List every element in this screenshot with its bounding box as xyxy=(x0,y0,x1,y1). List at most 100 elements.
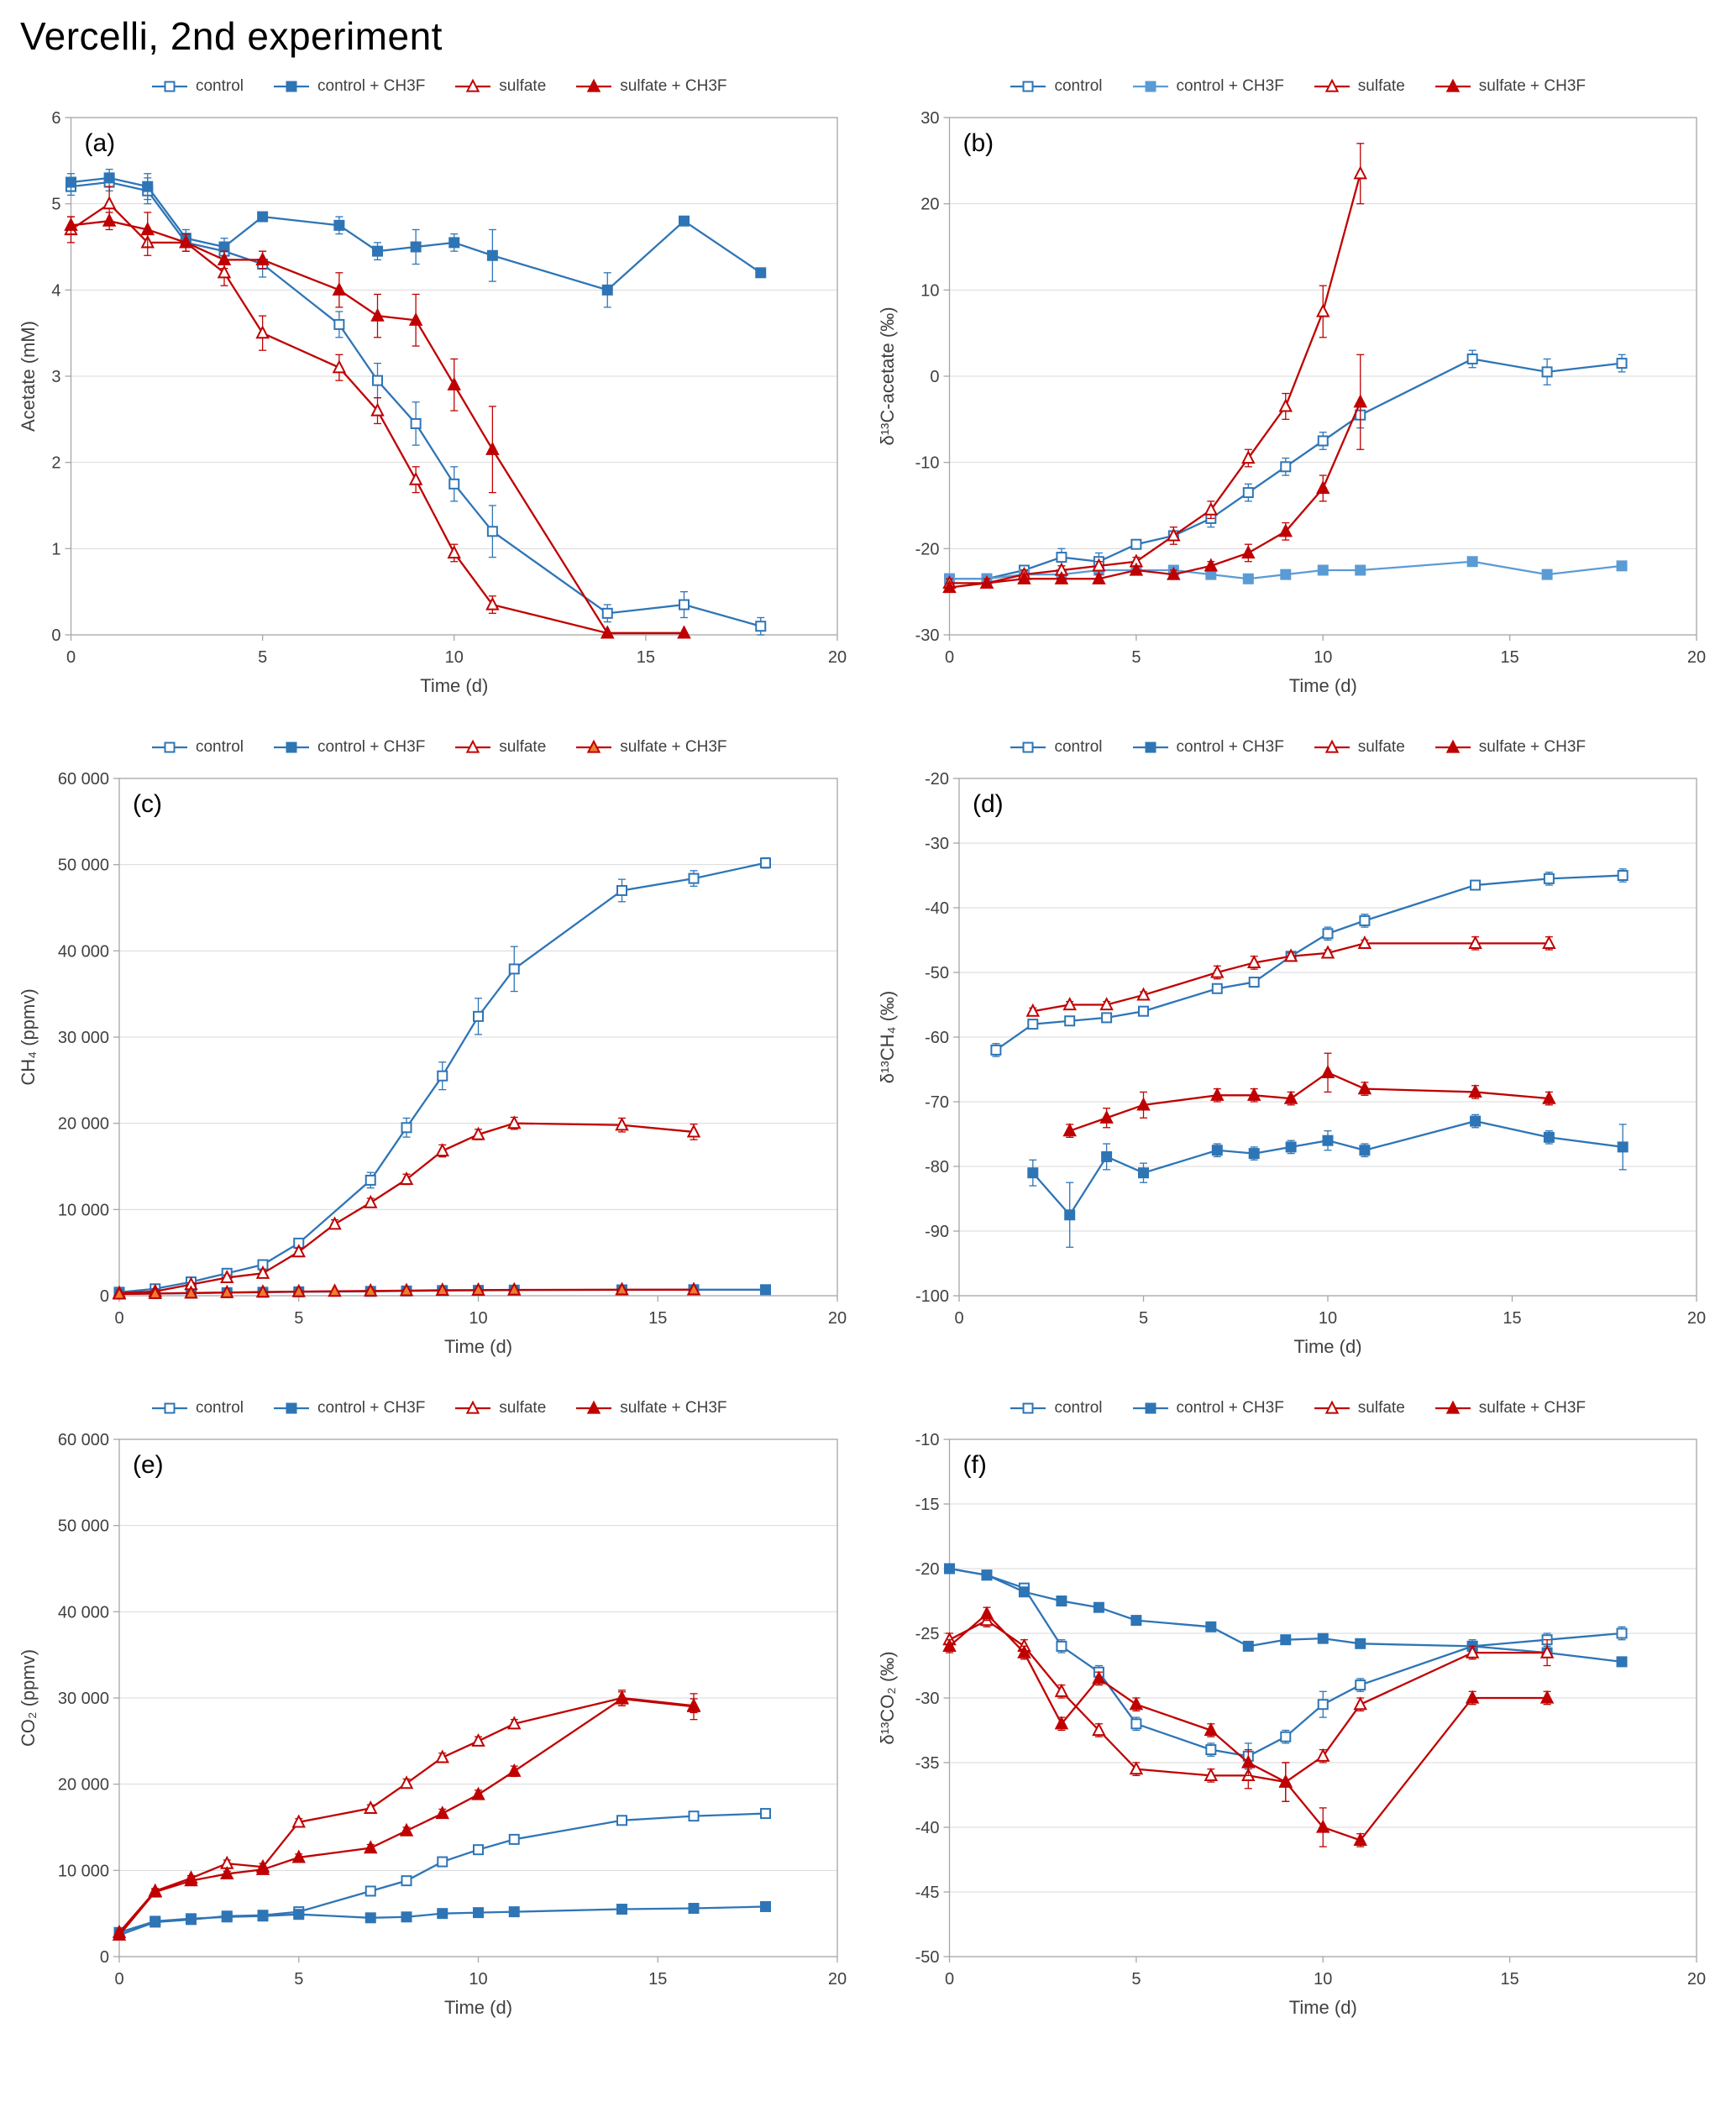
legend-item-control: control xyxy=(1009,1399,1103,1417)
panel-label: (c) xyxy=(133,790,162,818)
svg-text:5: 5 xyxy=(1131,648,1141,667)
legend-label: sulfate xyxy=(1357,77,1405,95)
legend-marker-sulfate-icon xyxy=(1314,1400,1350,1414)
x-axis: 0 5 10 15 20 xyxy=(954,1296,1706,1328)
svg-text:60 000: 60 000 xyxy=(58,770,109,789)
svg-text:-30: -30 xyxy=(915,1690,939,1708)
legend-item-sulfate-ch3f: sulfate + CH3F xyxy=(574,738,727,757)
y-axis-title: δ¹³CH₄ (‰) xyxy=(877,991,898,1083)
svg-text:0: 0 xyxy=(52,626,61,645)
legend-item-sulfate: sulfate xyxy=(454,77,546,96)
legend-marker-control-icon xyxy=(1010,81,1046,92)
legend-item-sulfate-ch3f: sulfate + CH3F xyxy=(574,77,727,96)
x-axis-title: Time (d) xyxy=(444,1336,512,1357)
legend-item-sulfate: sulfate xyxy=(1313,1399,1405,1417)
x-axis-title: Time (d) xyxy=(1293,1336,1361,1357)
series-control xyxy=(113,857,772,1298)
legend-label: control xyxy=(1054,738,1103,756)
x-axis: 0 5 10 15 20 xyxy=(66,635,847,667)
svg-text:2: 2 xyxy=(52,454,61,473)
x-axis-title: Time (d) xyxy=(420,675,488,696)
series-sulfate-ch3f xyxy=(1062,1052,1556,1139)
legend-label: control xyxy=(195,1399,244,1417)
figure-title: Vercelli, 2nd experiment xyxy=(20,14,443,58)
legend-marker-control-ch3f-icon xyxy=(1132,1402,1168,1414)
y-axis: -100 -90 -80 -70 -60 -50 -40 -30 -20 xyxy=(915,770,959,1306)
legend-marker-control-icon xyxy=(1010,1402,1046,1414)
legend-label: sulfate xyxy=(1357,738,1405,756)
svg-text:30 000: 30 000 xyxy=(58,1690,109,1708)
legend-marker-sulfate-ch3f-icon xyxy=(576,1400,612,1414)
panel-label: (f) xyxy=(962,1451,986,1479)
legend-marker-sulfate-ch3f-icon xyxy=(576,739,612,753)
svg-text:-40: -40 xyxy=(915,1819,939,1837)
svg-text:0: 0 xyxy=(115,1970,124,1989)
legend-label: sulfate + CH3F xyxy=(620,1399,727,1417)
legend-marker-sulfate-ch3f-icon xyxy=(1434,739,1471,753)
legend-marker-control-ch3f-icon xyxy=(1132,81,1168,92)
svg-text:10: 10 xyxy=(469,1970,488,1989)
x-axis: 0 5 10 15 20 xyxy=(115,1296,847,1328)
legend-marker-control-ch3f-icon xyxy=(274,741,309,753)
svg-text:1: 1 xyxy=(52,540,61,558)
chart-legend-d: control control + CH3F sulfate sulfate + CH… xyxy=(1009,733,1586,762)
svg-text:-50: -50 xyxy=(925,964,949,983)
chart-d-svg: -100 -90 -80 -70 -60 -50 -40 -30 -20 0 5 10 15 20 Time… xyxy=(877,770,1706,1357)
svg-text:60 000: 60 000 xyxy=(58,1431,109,1449)
legend-marker-control-icon xyxy=(151,1402,187,1414)
legend-marker-sulfate-icon xyxy=(1314,739,1350,753)
legend-marker-sulfate-icon xyxy=(455,1400,491,1414)
legend-marker-control-icon xyxy=(151,741,187,753)
legend-item-control: control xyxy=(1009,738,1103,757)
svg-text:15: 15 xyxy=(637,648,655,667)
chart-b-svg: -30 -20 -10 0 10 20 30 0 5 10 15 20 Time (d) δ¹³C-ace… xyxy=(877,109,1706,696)
legend-label: sulfate + CH3F xyxy=(1478,1399,1587,1417)
legend-label: sulfate xyxy=(499,738,547,756)
svg-text:0: 0 xyxy=(945,648,954,667)
y-axis-title: Acetate (mM) xyxy=(18,321,39,432)
chart-panel-d: control control + CH3F sulfate sulfate + CH… xyxy=(871,733,1725,1372)
svg-text:20: 20 xyxy=(1687,648,1706,667)
panel-label: (e) xyxy=(133,1451,164,1479)
legend-item-sulfate: sulfate xyxy=(1313,77,1405,96)
y-axis: -30 -20 -10 0 10 20 30 xyxy=(915,109,950,645)
legend-label: control + CH3F xyxy=(317,77,426,95)
chart-f-svg: -50 -45 -40 -35 -30 -25 -20 -15 -10 0 5 10 15 20 Time … xyxy=(877,1431,1706,2018)
panel-label: (a) xyxy=(85,129,116,157)
series-sulfate-ch3f xyxy=(113,1690,701,1941)
legend-marker-control-ch3f-icon xyxy=(274,81,309,92)
y-axis-title: CH₄ (ppmv) xyxy=(18,988,39,1085)
svg-text:-80: -80 xyxy=(925,1158,949,1176)
panel-label: (b) xyxy=(962,129,994,157)
chart-panel-c: control control + CH3F sulfate sulfate + CH… xyxy=(12,733,866,1372)
gridlines xyxy=(958,842,1697,1232)
legend-item-control-ch3f: control + CH3F xyxy=(272,1399,425,1417)
legend-item-control-ch3f: control + CH3F xyxy=(1131,77,1284,96)
chart-legend-c: control control + CH3F sulfate sulfate + CH… xyxy=(150,733,727,762)
svg-text:-35: -35 xyxy=(915,1754,939,1773)
legend-marker-sulfate-ch3f-icon xyxy=(576,78,612,92)
legend-label: control + CH3F xyxy=(317,1399,426,1417)
gridlines xyxy=(119,864,838,1210)
legend-marker-sulfate-icon xyxy=(455,78,491,92)
x-axis-title: Time (d) xyxy=(1288,675,1356,696)
series-control-ch3f xyxy=(66,168,767,308)
svg-text:10 000: 10 000 xyxy=(58,1201,109,1219)
legend-item-sulfate: sulfate xyxy=(454,1399,546,1417)
svg-text:-20: -20 xyxy=(915,540,939,558)
y-axis: 0 10 000 20 000 30 000 40 000 50 000 60 000 xyxy=(58,1431,120,1967)
chart-legend-f: control control + CH3F sulfate sulfate + CH… xyxy=(1009,1394,1586,1423)
chart-a: 0 1 2 3 4 5 6 0 5 10 15 20 Time (d) Acetate (mM) (a) xyxy=(14,102,863,711)
series-control xyxy=(113,1808,772,1941)
figure-page: Vercelli, 2nd experiment control control … xyxy=(12,14,1725,2018)
svg-text:-40: -40 xyxy=(925,899,949,918)
svg-text:20 000: 20 000 xyxy=(58,1776,109,1795)
legend-label: sulfate + CH3F xyxy=(1478,77,1587,95)
panel-label: (d) xyxy=(973,790,1004,818)
svg-text:15: 15 xyxy=(648,1970,667,1989)
legend-item-sulfate-ch3f: sulfate + CH3F xyxy=(1434,1399,1586,1417)
y-axis-title: CO₂ (ppmv) xyxy=(18,1649,39,1747)
svg-text:5: 5 xyxy=(258,648,267,667)
svg-text:-70: -70 xyxy=(925,1093,949,1112)
gridlines xyxy=(119,1525,838,1871)
